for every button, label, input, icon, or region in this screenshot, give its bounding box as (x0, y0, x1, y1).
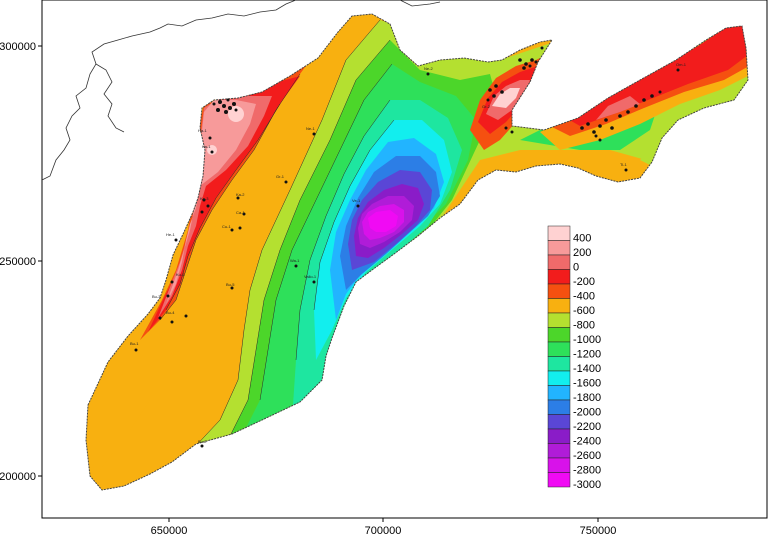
well-label: Bu-2 (198, 439, 207, 444)
legend-swatch (547, 443, 571, 459)
legend-label: -800 (573, 320, 595, 332)
well-label: Ca-1 (236, 210, 245, 215)
legend-label: -1600 (573, 378, 601, 390)
well-label: Ku-1 (176, 272, 185, 277)
well-label: Ka-1 (202, 144, 211, 149)
well-cluster-east (580, 68, 680, 172)
legend-swatch (547, 399, 571, 415)
legend-swatch (547, 414, 571, 430)
legend-label: -400 (573, 291, 595, 303)
legend-label: 0 (573, 262, 579, 274)
axis-ticks (38, 45, 599, 522)
legend-label: -2800 (573, 465, 601, 477)
legend: 400 200 0 -200 -400 -600 -800 -1000 -1200 -1400 -1… (547, 225, 601, 491)
well-label: Bu-1 (130, 341, 139, 346)
well-label: Om-1 (676, 62, 687, 67)
y-tick-label: 300000 (0, 41, 36, 53)
legend-label: -2000 (573, 407, 601, 419)
x-tick-labels: 650000 700000 750000 (151, 525, 617, 537)
x-tick-label: 650000 (151, 525, 188, 537)
well-label: Gr-2 (482, 104, 491, 109)
legend-swatch (547, 356, 571, 372)
well-label: Cu-1 (222, 224, 231, 229)
legend-swatch (547, 269, 571, 285)
legend-swatch (547, 370, 571, 386)
legend-swatch (547, 225, 571, 241)
legend-label: -1800 (573, 392, 601, 404)
well-markers (134, 46, 680, 448)
x-tick-label: 700000 (365, 525, 402, 537)
contour-lines (159, 19, 395, 453)
legend-swatch (547, 472, 571, 488)
legend-swatch (547, 457, 571, 473)
legend-swatch (547, 283, 571, 299)
well-cluster-west (134, 98, 360, 448)
legend-swatch (547, 327, 571, 343)
legend-swatch (547, 385, 571, 401)
y-tick-label: 250000 (0, 256, 36, 268)
legend-label: -2400 (573, 436, 601, 448)
legend-label: -1200 (573, 349, 601, 361)
well-label: Bu-3 (152, 294, 161, 299)
well-label: Ti-1 (620, 162, 628, 167)
well-label: Ka-2 (236, 192, 245, 197)
well-label: He-1 (166, 232, 175, 237)
well-cluster-northeast (426, 46, 544, 134)
legend-swatch (547, 298, 571, 314)
legend-label: -1000 (573, 334, 601, 346)
legend-label: -2600 (573, 450, 601, 462)
well-labels: Bu-1 Bu-2 Bu-3 Bu-4 Bu-5 Cu-1 Ca-1 He-1 … (130, 62, 687, 444)
legend-label: -200 (573, 276, 595, 288)
well-label: Ne-2 (424, 66, 433, 71)
y-tick-label: 200000 (0, 471, 36, 483)
well-label: Bu-4 (166, 310, 175, 315)
well-label: Wa-1 (290, 258, 300, 263)
legend-label: 400 (573, 233, 591, 245)
well-label: Bu-5 (226, 282, 235, 287)
well-label: Vallo-1 (304, 274, 317, 279)
well-label: Gr-1 (276, 174, 285, 179)
legend-label: -600 (573, 305, 595, 317)
legend-label: -1400 (573, 363, 601, 375)
x-tick-label: 750000 (580, 525, 617, 537)
coastline (42, 0, 441, 181)
well-label: Ka-3 (200, 196, 209, 201)
well-label: Ne-1 (306, 126, 315, 131)
legend-swatch (547, 341, 571, 357)
legend-swatch (547, 428, 571, 444)
y-tick-labels: 300000 250000 200000 (0, 41, 36, 483)
well-label: Ve-1 (352, 198, 361, 203)
legend-swatch (547, 312, 571, 328)
legend-label: -2200 (573, 421, 601, 433)
legend-label: -3000 (573, 479, 601, 491)
legend-swatch (547, 254, 571, 270)
legend-label: 200 (573, 247, 591, 259)
well-label: Ha-1 (198, 128, 207, 133)
legend-swatch (547, 240, 571, 256)
